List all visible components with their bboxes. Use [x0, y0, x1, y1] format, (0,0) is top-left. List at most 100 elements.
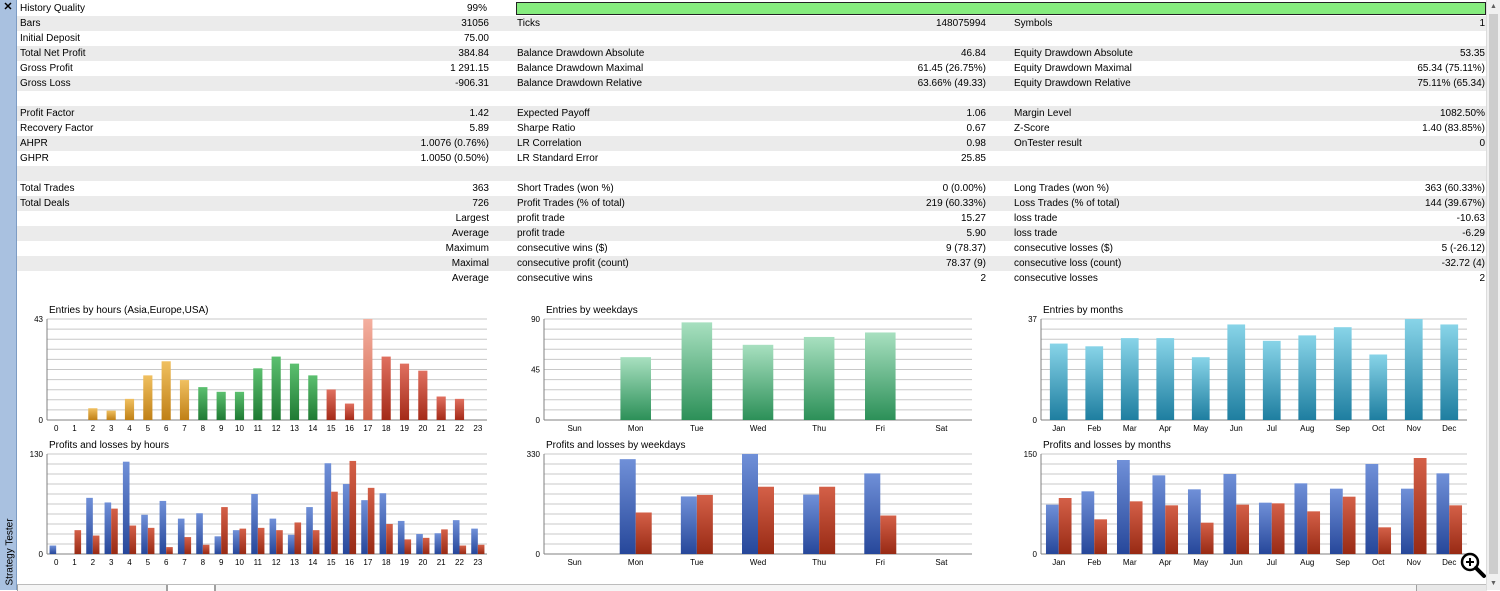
- chart-bar: [1262, 340, 1281, 420]
- x-tick-label: 12: [272, 424, 281, 433]
- chart-bar: [367, 487, 375, 554]
- chart-bar: [416, 534, 423, 554]
- y-tick-label: 0: [39, 416, 44, 425]
- report-value: 219 (60.33%): [925, 198, 986, 209]
- chart-bar: [198, 387, 208, 420]
- chart-bar: [619, 459, 636, 554]
- chart-bar: [326, 389, 336, 420]
- x-tick-label: Tue: [690, 424, 704, 433]
- report-label: profit trade: [517, 228, 565, 239]
- tab-active[interactable]: [167, 585, 215, 591]
- report-value: 726: [472, 198, 489, 209]
- report-value: 1.06: [966, 108, 986, 119]
- chart-bar: [399, 363, 410, 420]
- y-tick-label: 0: [1033, 550, 1038, 559]
- chart-bar: [471, 528, 478, 554]
- report-label: Loss Trades (% of total): [1014, 198, 1120, 209]
- report-label: Profit Factor: [20, 108, 75, 119]
- x-tick-label: 6: [164, 424, 169, 433]
- x-tick-label: 1: [72, 424, 77, 433]
- report-value: 384.84: [458, 48, 489, 59]
- chart-bar: [196, 513, 203, 554]
- x-tick-label: 8: [201, 558, 206, 567]
- chart-panel-4: Profits and losses by weekdays 330 0 Sun Mon…: [527, 440, 972, 567]
- chart-bar: [166, 547, 173, 554]
- report-value: 5 (-26.12): [1441, 243, 1485, 254]
- report-label: consecutive wins ($): [517, 243, 608, 254]
- chart-title: Entries by weekdays: [546, 305, 638, 316]
- history-quality-value: 99%: [466, 3, 487, 14]
- x-tick-label: Thu: [812, 558, 826, 567]
- report-label: consecutive wins: [517, 273, 593, 284]
- chart-bar: [880, 515, 897, 554]
- x-tick-label: Sep: [1336, 424, 1351, 433]
- report-value: 61.45 (26.75%): [917, 63, 986, 74]
- chart-bar: [758, 486, 774, 554]
- chart-bar: [397, 520, 405, 554]
- chart-bar: [418, 370, 428, 420]
- chart-bar: [124, 398, 135, 420]
- chart-bar: [1227, 324, 1246, 420]
- scroll-up-arrow-icon[interactable]: ▲: [1490, 3, 1497, 10]
- report-value: 363: [472, 183, 489, 194]
- chart-title: Profits and losses by months: [1043, 440, 1171, 451]
- x-tick-label: 18: [382, 558, 391, 567]
- chart-bar: [269, 518, 277, 554]
- scroll-down-arrow-icon[interactable]: ▼: [1490, 580, 1497, 587]
- x-tick-label: 22: [455, 558, 464, 567]
- chart-panel-2: Entries by months 37 0 Jan Feb Mar Apr May Jun Ju…: [1028, 305, 1467, 433]
- chart-bar: [287, 534, 295, 554]
- chart-bar: [386, 524, 393, 554]
- vertical-scrollbar[interactable]: ▲ ▼: [1486, 0, 1500, 590]
- x-tick-label: Dec: [1442, 424, 1456, 433]
- report-label: Gross Profit: [20, 63, 73, 74]
- history-quality-row: History Quality 99%: [17, 1, 1487, 16]
- chart-bar: [294, 522, 302, 554]
- chart-bar: [122, 461, 130, 554]
- chart-bar: [1236, 504, 1250, 554]
- report-row: Total Deals 726 Profit Trades (% of total)…: [17, 196, 1487, 211]
- report-label: consecutive losses ($): [1014, 243, 1113, 254]
- x-tick-label: 20: [418, 424, 427, 433]
- x-tick-label: Jul: [1267, 424, 1277, 433]
- chart-bar: [1085, 346, 1104, 420]
- report-value: Average: [451, 228, 489, 239]
- chart-bar: [1436, 473, 1450, 554]
- report-label: consecutive losses: [1014, 273, 1098, 284]
- chart-bar: [681, 322, 713, 420]
- x-tick-label: Sep: [1336, 558, 1351, 567]
- chart-bar: [147, 527, 155, 554]
- chart-title: Profits and losses by hours: [49, 440, 169, 451]
- x-tick-label: Feb: [1087, 558, 1101, 567]
- chart-bar: [1440, 324, 1459, 420]
- chart-bar: [276, 530, 283, 554]
- report-value: 0.67: [966, 123, 986, 134]
- chart-bar: [1378, 527, 1392, 554]
- x-tick-label: 5: [146, 424, 151, 433]
- scrollbar-thumb[interactable]: [1489, 14, 1498, 574]
- x-tick-label: 10: [235, 558, 244, 567]
- chart-bar: [289, 363, 300, 420]
- chart-panel-5: Profits and losses by months 150 0 Jan Feb Ma…: [1024, 440, 1467, 567]
- report-label: consecutive profit (count): [517, 258, 629, 269]
- tab-first[interactable]: [17, 585, 167, 591]
- chart-bar: [253, 368, 263, 420]
- x-tick-label: 14: [308, 558, 317, 567]
- report-label: Total Trades: [20, 183, 75, 194]
- zoom-in-icon[interactable]: [1458, 550, 1488, 580]
- chart-bar: [1223, 474, 1237, 554]
- chart-bar: [1116, 460, 1130, 554]
- report-row: Recovery Factor 5.89 Sharpe Ratio 0.67 Z-Sco…: [17, 121, 1487, 136]
- close-icon[interactable]: ✕: [3, 1, 13, 13]
- chart-bar: [308, 375, 318, 420]
- chart-bar: [452, 520, 460, 554]
- chart-bar: [271, 356, 281, 420]
- chart-bar: [1413, 458, 1427, 554]
- report-row: [17, 166, 1487, 181]
- x-tick-label: 16: [345, 558, 354, 567]
- tab-rest[interactable]: [215, 585, 1417, 591]
- chart-bar: [1165, 505, 1179, 554]
- chart-bar: [1365, 464, 1379, 554]
- chart-bar: [1187, 489, 1201, 554]
